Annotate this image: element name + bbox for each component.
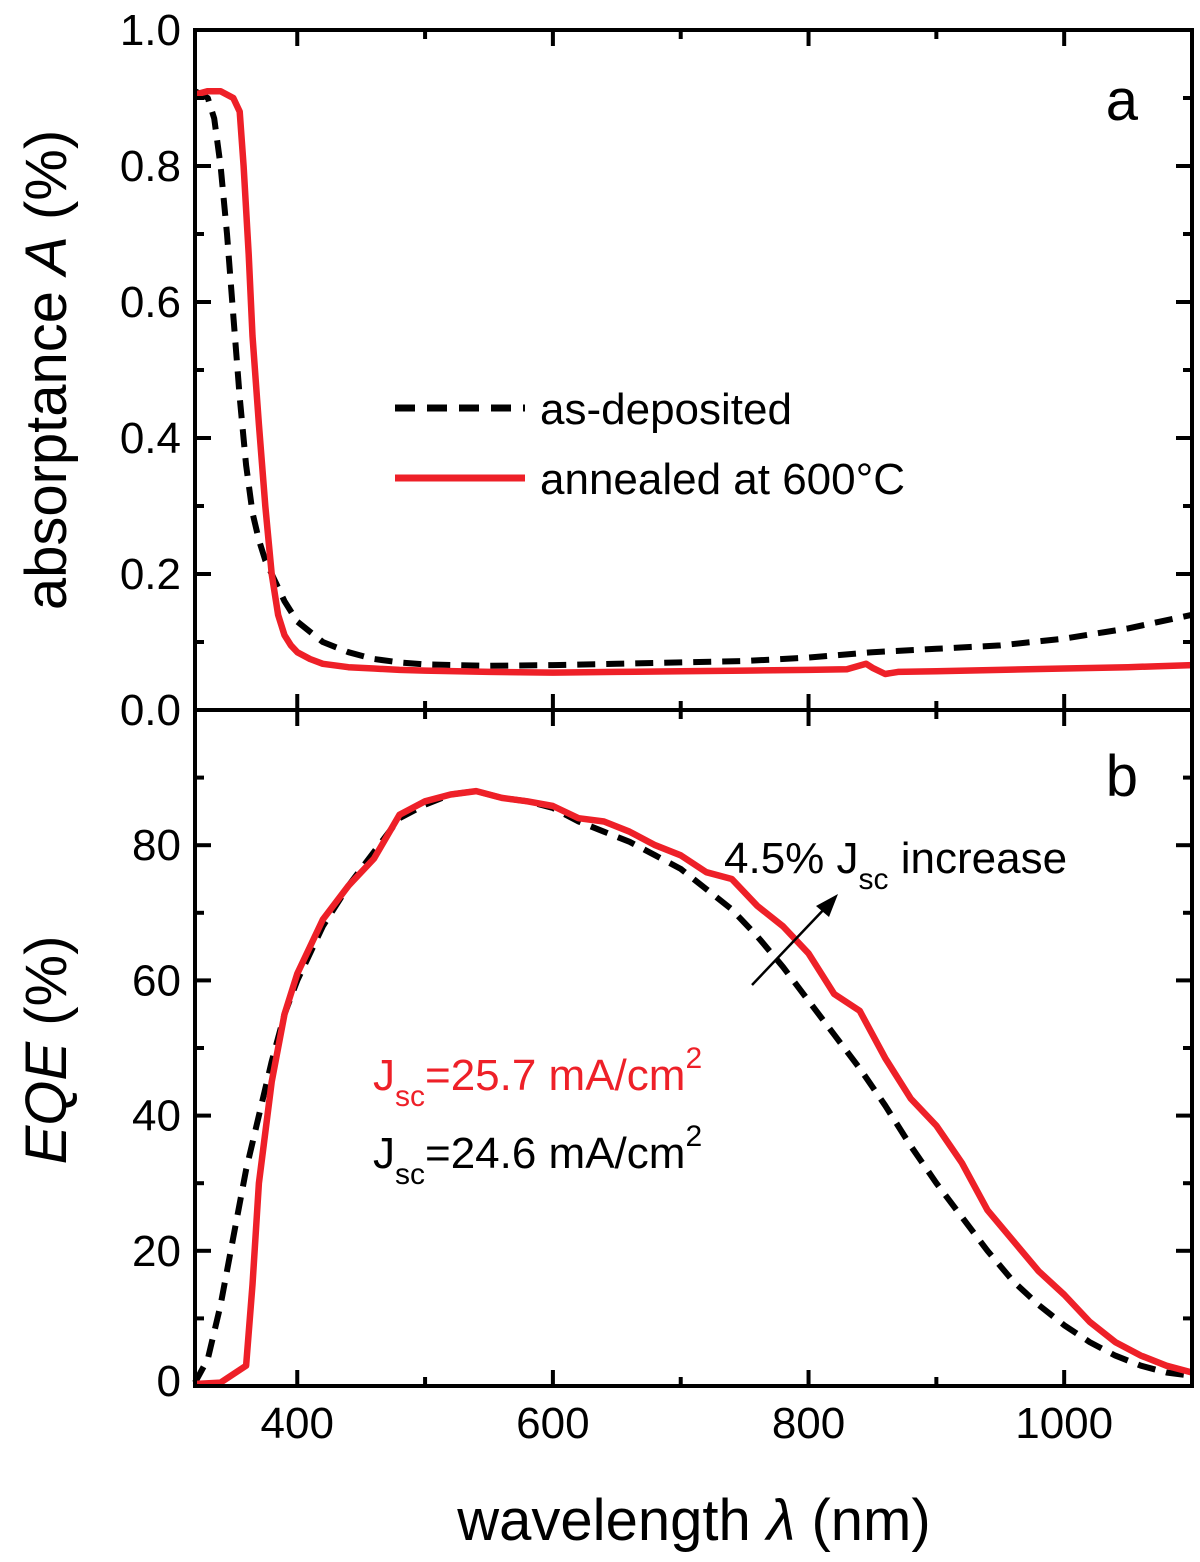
panel-a-absorptance-chart: 0.0 0.2 0.4 0.6 0.8 1.0 a absorptance A (%) a… bbox=[14, 6, 1194, 735]
y-tick-label-b: 0 bbox=[157, 1357, 181, 1406]
jsc-annealed-label: Jsc=25.7 mA/cm2 bbox=[373, 1042, 702, 1113]
y-tick-label-a: 1.0 bbox=[120, 6, 181, 55]
panel-b-curves bbox=[192, 787, 1193, 1388]
legend-label-as-deposited: as-deposited bbox=[540, 385, 792, 434]
panel-b-y-axis-label: EQE (%) bbox=[14, 936, 79, 1165]
series-line-a-annealed bbox=[194, 87, 1193, 678]
panel-b-eqe-chart: 0 20 40 60 80 400 600 800 1000 b EQE (%) wavelen… bbox=[14, 708, 1194, 1553]
x-tick-label: 1000 bbox=[1015, 1399, 1113, 1448]
y-tick-label-a: 0.2 bbox=[120, 550, 181, 599]
y-tick-label-b: 20 bbox=[132, 1227, 181, 1276]
y-tick-label-a: 0.8 bbox=[120, 142, 181, 191]
panel-a-letter: a bbox=[1106, 68, 1139, 133]
x-tick-label: 800 bbox=[772, 1399, 845, 1448]
panel-a-y-axis-label: absorptance A (%) bbox=[14, 130, 79, 610]
panel-a-curves bbox=[193, 87, 1193, 678]
y-tick-label-b: 80 bbox=[132, 821, 181, 870]
y-tick-label-b: 40 bbox=[132, 1092, 181, 1141]
legend-label-annealed: annealed at 600°C bbox=[540, 455, 905, 504]
panel-a-ticks: 0.0 0.2 0.4 0.6 0.8 1.0 bbox=[120, 6, 1192, 735]
x-tick-label: 600 bbox=[516, 1399, 589, 1448]
increase-arrow-line bbox=[751, 904, 829, 986]
panel-b-ticks: 0 20 40 60 80 400 600 800 1000 bbox=[132, 708, 1192, 1448]
y-tick-label-b: 60 bbox=[132, 956, 181, 1005]
increase-label: 4.5% Jsc increase bbox=[724, 834, 1067, 896]
jsc-increase-annotation: 4.5% Jsc increase bbox=[724, 834, 1067, 986]
jsc-as-deposited-label: Jsc=24.6 mA/cm2 bbox=[373, 1120, 702, 1191]
panel-a-frame bbox=[193, 28, 1194, 712]
series-line-a-as-deposited bbox=[193, 88, 1193, 669]
y-tick-label-a: 0.6 bbox=[120, 278, 181, 327]
increase-arrow-head bbox=[816, 894, 838, 917]
y-tick-label-a: 0.0 bbox=[120, 686, 181, 735]
y-tick-label-a: 0.4 bbox=[120, 414, 181, 463]
series-line-b-annealed bbox=[194, 787, 1193, 1388]
x-tick-label: 400 bbox=[261, 1399, 334, 1448]
x-axis-label: wavelength λ (nm) bbox=[456, 1488, 930, 1553]
panel-b-letter: b bbox=[1106, 744, 1138, 809]
legend: as-deposited annealed at 600°C bbox=[395, 385, 905, 504]
